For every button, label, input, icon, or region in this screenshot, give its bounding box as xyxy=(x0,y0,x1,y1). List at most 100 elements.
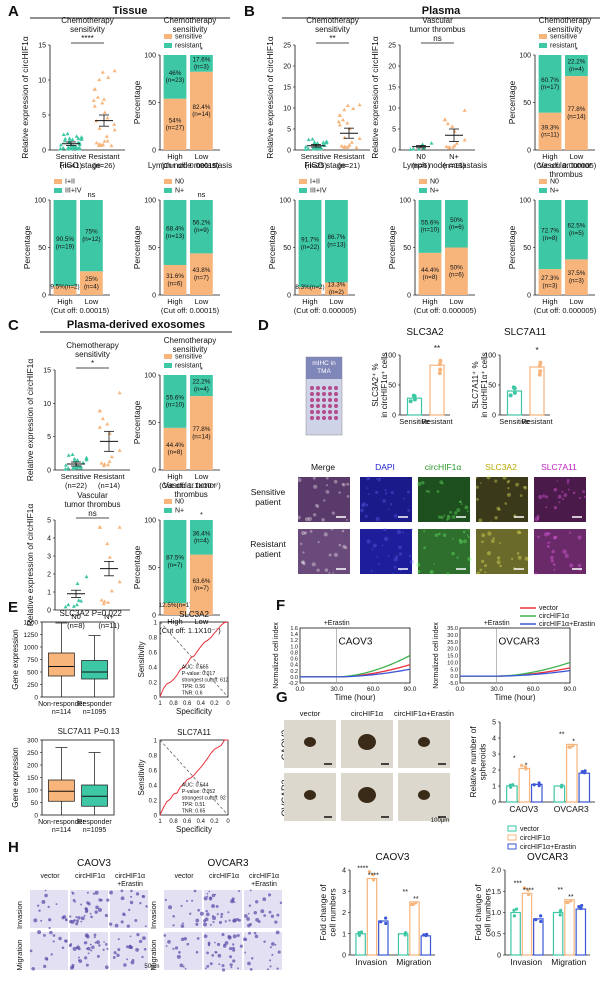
micrograph-cell xyxy=(365,503,369,507)
micrograph-cell xyxy=(548,541,551,544)
tma-core xyxy=(334,410,338,414)
legend-swatch xyxy=(299,179,307,184)
bar-value-label: 54% (n=27) xyxy=(166,117,184,131)
stained-cell xyxy=(218,963,221,966)
x-tick-label: 0.4 xyxy=(197,819,206,825)
stained-cell xyxy=(271,942,275,946)
data-point xyxy=(324,139,329,144)
stained-cell xyxy=(86,891,89,894)
sig-label: ns xyxy=(433,34,441,43)
data-point xyxy=(411,902,415,907)
data-point xyxy=(438,367,443,372)
data-point xyxy=(582,771,587,775)
micrograph-cell xyxy=(451,551,455,556)
stained-cell xyxy=(243,937,247,942)
text-line: (n=17) xyxy=(541,84,559,91)
stained-cell xyxy=(86,947,89,950)
micrograph-cell xyxy=(562,497,565,500)
micrograph-cell xyxy=(543,532,549,537)
chart-title: SLC3A2 xyxy=(406,327,444,338)
data-point xyxy=(58,146,63,151)
data-point xyxy=(408,147,413,151)
stained-cell xyxy=(91,945,95,949)
micrograph-cell xyxy=(572,491,576,495)
stained-cell xyxy=(232,943,235,946)
stained-cell xyxy=(33,918,38,923)
data-point xyxy=(99,461,104,465)
sig-label: * xyxy=(572,738,575,745)
y-tick-label: 0.8 xyxy=(290,650,298,656)
stained-cell xyxy=(114,923,119,928)
micrograph-cell xyxy=(510,557,514,561)
cutoff-label: (Cut off: 0.000005) xyxy=(294,306,357,315)
micrograph xyxy=(298,529,350,574)
y-axis-label: Relative expression of circHIF1α xyxy=(265,36,275,159)
y-tick-label: 1000 xyxy=(24,645,39,652)
data-point xyxy=(452,129,457,133)
y-tick-label: 0 xyxy=(42,293,46,300)
bar xyxy=(564,899,575,956)
plot-frame xyxy=(159,739,229,816)
micrograph-cell xyxy=(375,516,380,522)
text-line: 63.6% xyxy=(192,578,210,585)
sig-label: ** xyxy=(413,896,419,903)
text-line: Vascular tumor xyxy=(163,481,217,490)
micrograph xyxy=(476,477,528,522)
micrograph-cell xyxy=(534,517,539,522)
stained-cell xyxy=(218,920,223,924)
text-line: sensitivity xyxy=(173,345,208,354)
bar-segment xyxy=(163,520,187,604)
y-tick-label: 50 xyxy=(38,245,46,252)
data-point xyxy=(93,87,98,91)
y-tick-label: 1 xyxy=(342,931,346,938)
data-point xyxy=(526,892,531,897)
text-line: 50% xyxy=(450,217,463,224)
micrograph-cell xyxy=(578,497,582,500)
roc-annotation: AUC: 0.544 xyxy=(182,783,209,789)
y-tick-label: 20 xyxy=(283,64,291,71)
micrograph-cell xyxy=(377,477,382,482)
bar-segment xyxy=(53,200,77,286)
micrograph-cell xyxy=(499,564,502,568)
text-line: (n=4) xyxy=(84,283,99,290)
chart-title: Vascular tumor thrombus xyxy=(409,16,465,34)
stained-cell xyxy=(172,914,175,918)
scalebar-label: 50μm xyxy=(576,575,594,582)
legend-label: III+IV xyxy=(310,188,327,195)
y-axis-label: Percentage xyxy=(132,225,142,269)
text-line: 39.3% xyxy=(541,124,559,131)
y-tick-label: 1.2 xyxy=(290,638,298,644)
data-point xyxy=(61,132,66,136)
micrograph-cell xyxy=(566,478,570,482)
data-point xyxy=(537,781,541,785)
micrograph-cell xyxy=(393,557,398,562)
y-tick-label: 300 xyxy=(27,738,38,745)
data-point xyxy=(66,466,71,470)
bar-value-label: 36.4% (n=4) xyxy=(192,530,210,544)
stained-cell xyxy=(227,935,232,940)
x-tick-label: High xyxy=(422,297,437,306)
text-line: sensitivity xyxy=(75,350,110,359)
bar-value-label: 27.3% (n=3) xyxy=(541,275,559,289)
text-line: (n=6) xyxy=(449,224,464,231)
text-line: cell numbers xyxy=(328,888,338,936)
sig-label: ** xyxy=(403,889,409,896)
channel-label: circHIF1α xyxy=(425,462,462,472)
data-point xyxy=(538,360,543,365)
micrograph-cell xyxy=(375,490,379,495)
y-axis-label: Relative expression of circHIF1α xyxy=(370,36,380,159)
data-point xyxy=(76,136,81,140)
y-tick-label: 0 xyxy=(527,293,531,300)
text-line: circHIF1α xyxy=(249,873,279,880)
stained-cell xyxy=(78,959,83,963)
section-title-B: Plasma xyxy=(422,5,461,17)
text-line: Chemotherapy xyxy=(61,16,113,25)
stained-cell xyxy=(141,955,144,959)
micrograph-cell xyxy=(562,549,567,554)
stained-cell xyxy=(255,900,259,904)
bar-value-label: 91.7% (n=22) xyxy=(301,237,320,251)
legend-swatch xyxy=(507,834,517,841)
micrograph-cell xyxy=(312,513,317,517)
x-tick-label: Responder xyxy=(77,819,112,826)
bar xyxy=(355,933,366,956)
